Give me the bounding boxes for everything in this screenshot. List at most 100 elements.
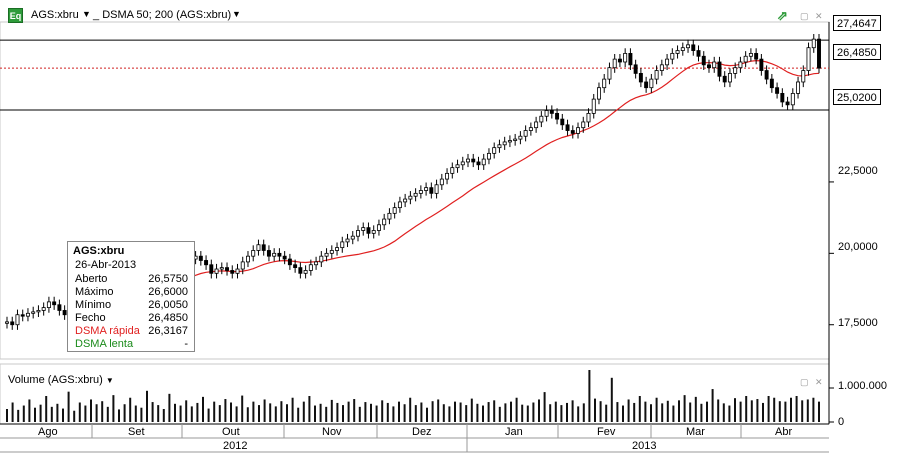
candle-body: [15, 314, 20, 326]
volume-bar: [487, 402, 490, 422]
close-icon[interactable]: ✕: [815, 11, 823, 21]
candle-body: [429, 187, 434, 194]
candle-body: [502, 141, 507, 146]
volume-bar: [319, 403, 322, 422]
candle-body: [455, 164, 460, 169]
candle-body: [769, 78, 774, 89]
volume-tick-zero: 0: [838, 416, 845, 428]
volume-bar: [582, 403, 585, 422]
maximize-icon[interactable]: ▢: [800, 11, 809, 21]
volume-bar: [610, 377, 613, 422]
candle-body: [617, 58, 622, 63]
volume-bar: [526, 405, 529, 422]
candle-body: [476, 161, 481, 166]
info-value: 26,6000: [148, 286, 188, 298]
volume-bar: [50, 406, 53, 422]
volume-bar: [134, 405, 137, 422]
info-row-high: Máximo 26,6000: [75, 286, 191, 299]
candle-body: [340, 241, 345, 249]
equity-icon[interactable]: Eq: [8, 8, 23, 23]
symbol-selector[interactable]: AGS:xbru: [31, 9, 79, 21]
volume-bar: [795, 396, 798, 422]
volume-bar: [672, 405, 675, 422]
candle-body: [607, 67, 612, 80]
volume-bar: [241, 395, 244, 422]
volume-bar: [683, 395, 686, 422]
candle-body: [722, 75, 727, 83]
candle-body: [675, 50, 680, 54]
indicator-label: DSMA 50; 200 (AGS:xbru): [102, 9, 232, 21]
volume-bar: [375, 405, 378, 422]
candle-body: [31, 311, 36, 314]
volume-bar: [470, 398, 473, 422]
volume-bar: [386, 402, 389, 422]
volume-bar: [549, 404, 552, 422]
candle-body: [382, 218, 387, 226]
candle-body: [486, 152, 491, 160]
volume-bar: [493, 400, 496, 422]
volume-bar: [409, 397, 412, 422]
candle-body: [701, 55, 706, 66]
volume-bar: [745, 396, 748, 422]
candle-body: [712, 61, 717, 69]
trend-arrow-icon[interactable]: ⇗: [777, 8, 788, 23]
volume-bar: [773, 397, 776, 422]
info-label: Fecho: [75, 312, 106, 324]
symbol-dropdown-icon[interactable]: ▼: [82, 9, 91, 19]
info-symbol: AGS:xbru: [73, 245, 125, 257]
candle-body: [780, 92, 785, 103]
volume-bar: [515, 397, 518, 422]
candle-body: [633, 64, 638, 74]
candle-body: [209, 264, 214, 274]
volume-bar: [342, 405, 344, 422]
candle-body: [198, 255, 203, 261]
volume-bar: [398, 401, 400, 422]
volume-bar: [605, 404, 608, 422]
volume-bar: [67, 391, 70, 422]
volume-bar: [633, 402, 636, 422]
volume-bar: [750, 400, 753, 422]
candle-body: [287, 258, 292, 266]
candle-body: [434, 184, 439, 194]
volume-bar: [308, 396, 311, 422]
volume-bar: [370, 403, 372, 422]
candle-body: [654, 70, 659, 80]
candle-body: [397, 201, 402, 209]
candle-body: [439, 178, 444, 186]
candle-body: [555, 112, 560, 120]
candle-body: [356, 230, 360, 237]
volume-panel-title[interactable]: Volume (AGS:xbru) ▼: [8, 374, 114, 386]
candle-body: [628, 53, 633, 66]
candle-body: [41, 307, 46, 311]
volume-bar: [56, 403, 59, 422]
candle-body: [345, 238, 350, 243]
volume-bar: [252, 401, 255, 422]
volume-bar: [431, 401, 434, 422]
candle-body: [450, 167, 455, 174]
candle-body: [560, 118, 565, 126]
volume-bar: [717, 399, 720, 422]
info-label: DSMA lenta: [75, 338, 134, 350]
volume-bar: [437, 399, 440, 422]
indicator-dropdown-icon[interactable]: ▼: [232, 9, 241, 19]
volume-bar: [706, 401, 708, 422]
volume-bar: [689, 402, 692, 422]
volume-bar: [112, 395, 115, 422]
volume-maximize-icon[interactable]: ▢: [800, 377, 809, 387]
volume-dropdown-icon[interactable]: ▼: [105, 376, 114, 385]
candle-body: [366, 227, 371, 234]
volume-bar: [588, 370, 591, 422]
volume-bar: [521, 404, 524, 422]
volume-bar: [616, 402, 619, 422]
volume-close-icon[interactable]: ✕: [815, 377, 823, 387]
candle-body: [492, 147, 497, 154]
volume-bar: [806, 399, 809, 422]
volume-bar: [442, 404, 445, 422]
volume-bar: [353, 399, 356, 422]
indicator-selector[interactable]: _ DSMA 50; 200 (AGS:xbru): [93, 9, 232, 21]
volume-bar: [269, 403, 272, 422]
month-label: Dez: [412, 426, 432, 438]
info-label: Aberto: [75, 273, 108, 285]
month-label: Ago: [38, 426, 58, 438]
